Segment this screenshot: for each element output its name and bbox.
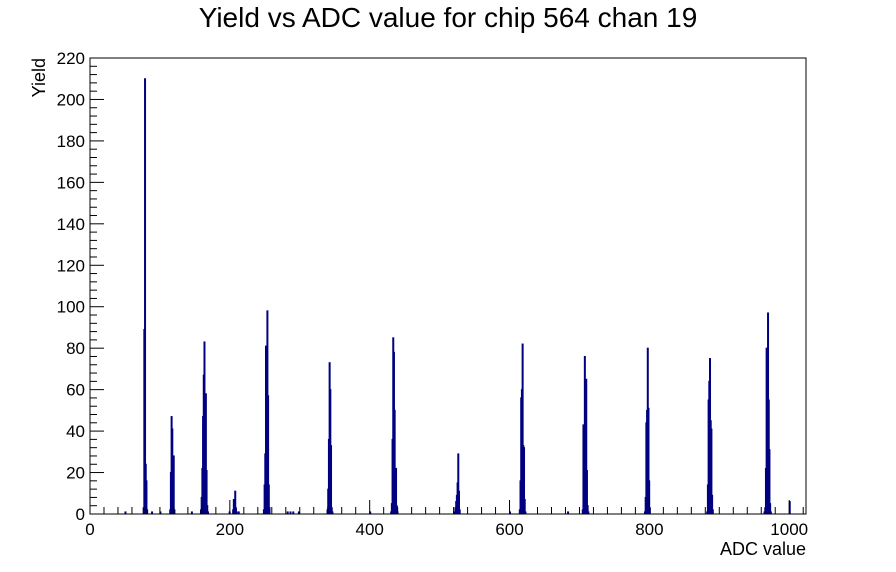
histogram-bin <box>330 445 333 515</box>
x-tick-label: 200 <box>216 520 244 539</box>
y-axis: 0 20 40 60 80 100 120 140 160 180 200 220 <box>57 49 104 524</box>
y-axis-label: Yield <box>29 58 49 97</box>
histogram-bin <box>711 509 714 515</box>
y-tick-label: 60 <box>66 381 85 400</box>
plot-frame <box>89 57 807 515</box>
histogram-bin <box>144 78 147 515</box>
y-tick-label: 180 <box>57 132 85 151</box>
x-tick-label: 400 <box>356 520 384 539</box>
y-tick-label: 120 <box>57 256 85 275</box>
x-axis: 0 200 400 600 800 1000 <box>85 500 808 539</box>
y-tick-label: 200 <box>57 90 85 109</box>
histogram-bin <box>172 455 175 515</box>
chart-title: Yield vs ADC value for chip 564 chan 19 <box>199 2 698 33</box>
x-tick-label: 1000 <box>770 520 808 539</box>
y-tick-label: 20 <box>66 464 85 483</box>
histogram-bin <box>458 509 461 515</box>
histogram-bin <box>146 509 149 515</box>
x-tick-label: 600 <box>495 520 523 539</box>
y-tick-label: 100 <box>57 298 85 317</box>
y-tick-label: 220 <box>57 49 85 68</box>
x-tick-label: 0 <box>85 520 94 539</box>
y-tick-label: 80 <box>66 339 85 358</box>
y-tick-label: 140 <box>57 215 85 234</box>
x-axis-label: ADC value <box>720 539 806 559</box>
y-tick-label: 160 <box>57 173 85 192</box>
x-tick-label: 800 <box>635 520 663 539</box>
y-tick-label: 0 <box>76 505 85 524</box>
y-tick-label: 40 <box>66 422 85 441</box>
histogram-bin <box>268 507 271 515</box>
